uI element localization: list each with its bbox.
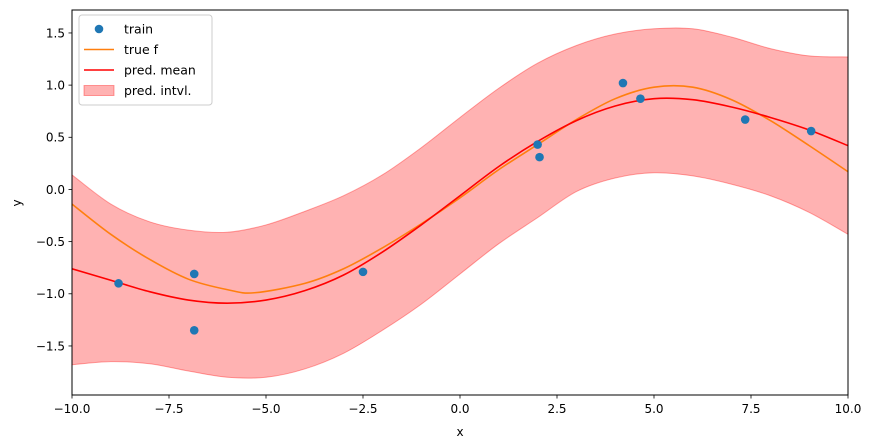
- y-tick-label: 0.5: [46, 131, 65, 145]
- legend: train true f pred. mean pred. intvl.: [78, 14, 213, 106]
- y-tick-label: 1.0: [46, 78, 65, 92]
- x-tick-label: 0.0: [450, 402, 469, 416]
- legend-item: train: [94, 22, 153, 37]
- y-tick-label: −1.0: [36, 287, 65, 301]
- y-tick-label: −0.5: [36, 235, 65, 249]
- legend-label: train: [124, 22, 153, 37]
- x-tick-label: 2.5: [547, 402, 566, 416]
- train-point: [636, 94, 645, 103]
- plot-area: [72, 27, 848, 379]
- x-axis-label: x: [456, 425, 463, 439]
- legend-item: pred. mean: [84, 63, 196, 78]
- y-tick-label: 1.5: [46, 26, 65, 40]
- x-tick-label: −7.5: [154, 402, 183, 416]
- series-line-true-f: [72, 84, 848, 294]
- train-point: [358, 267, 368, 277]
- train-point: [189, 269, 199, 279]
- x-tick-label: 7.5: [741, 402, 760, 416]
- train-point: [114, 279, 123, 288]
- x-tick-label: −10.0: [54, 402, 91, 416]
- legend-swatch-scatter: [94, 24, 104, 34]
- series-band-pred-intvl: [72, 27, 848, 379]
- train-point: [189, 326, 199, 335]
- axis-ticks: −10.0 −7.5 −5.0 −2.5 0.0 2.5 5.0 7.5 10.0 −1.5 −1.…: [36, 26, 862, 416]
- train-point: [618, 78, 628, 88]
- y-tick-label: −1.5: [36, 339, 65, 353]
- train-point: [535, 152, 544, 162]
- legend-item: pred. intvl.: [83, 83, 192, 98]
- legend-frame: [78, 14, 213, 106]
- train-point: [740, 115, 750, 124]
- legend-label: true f: [124, 42, 159, 57]
- legend-swatch-band: [83, 85, 115, 96]
- series-line-pred-mean: [72, 97, 848, 304]
- train-point: [533, 140, 542, 149]
- x-tick-label: 5.0: [644, 402, 663, 416]
- legend-label: pred. intvl.: [124, 83, 192, 98]
- legend-label: pred. mean: [124, 63, 196, 78]
- x-tick-label: −5.0: [251, 402, 280, 416]
- y-axis-label: y: [10, 199, 24, 206]
- x-tick-label: −2.5: [348, 402, 377, 416]
- x-tick-label: 10.0: [835, 402, 862, 416]
- y-tick-label: 0.0: [46, 183, 65, 197]
- legend-item: true f: [84, 42, 159, 57]
- train-point: [806, 126, 816, 136]
